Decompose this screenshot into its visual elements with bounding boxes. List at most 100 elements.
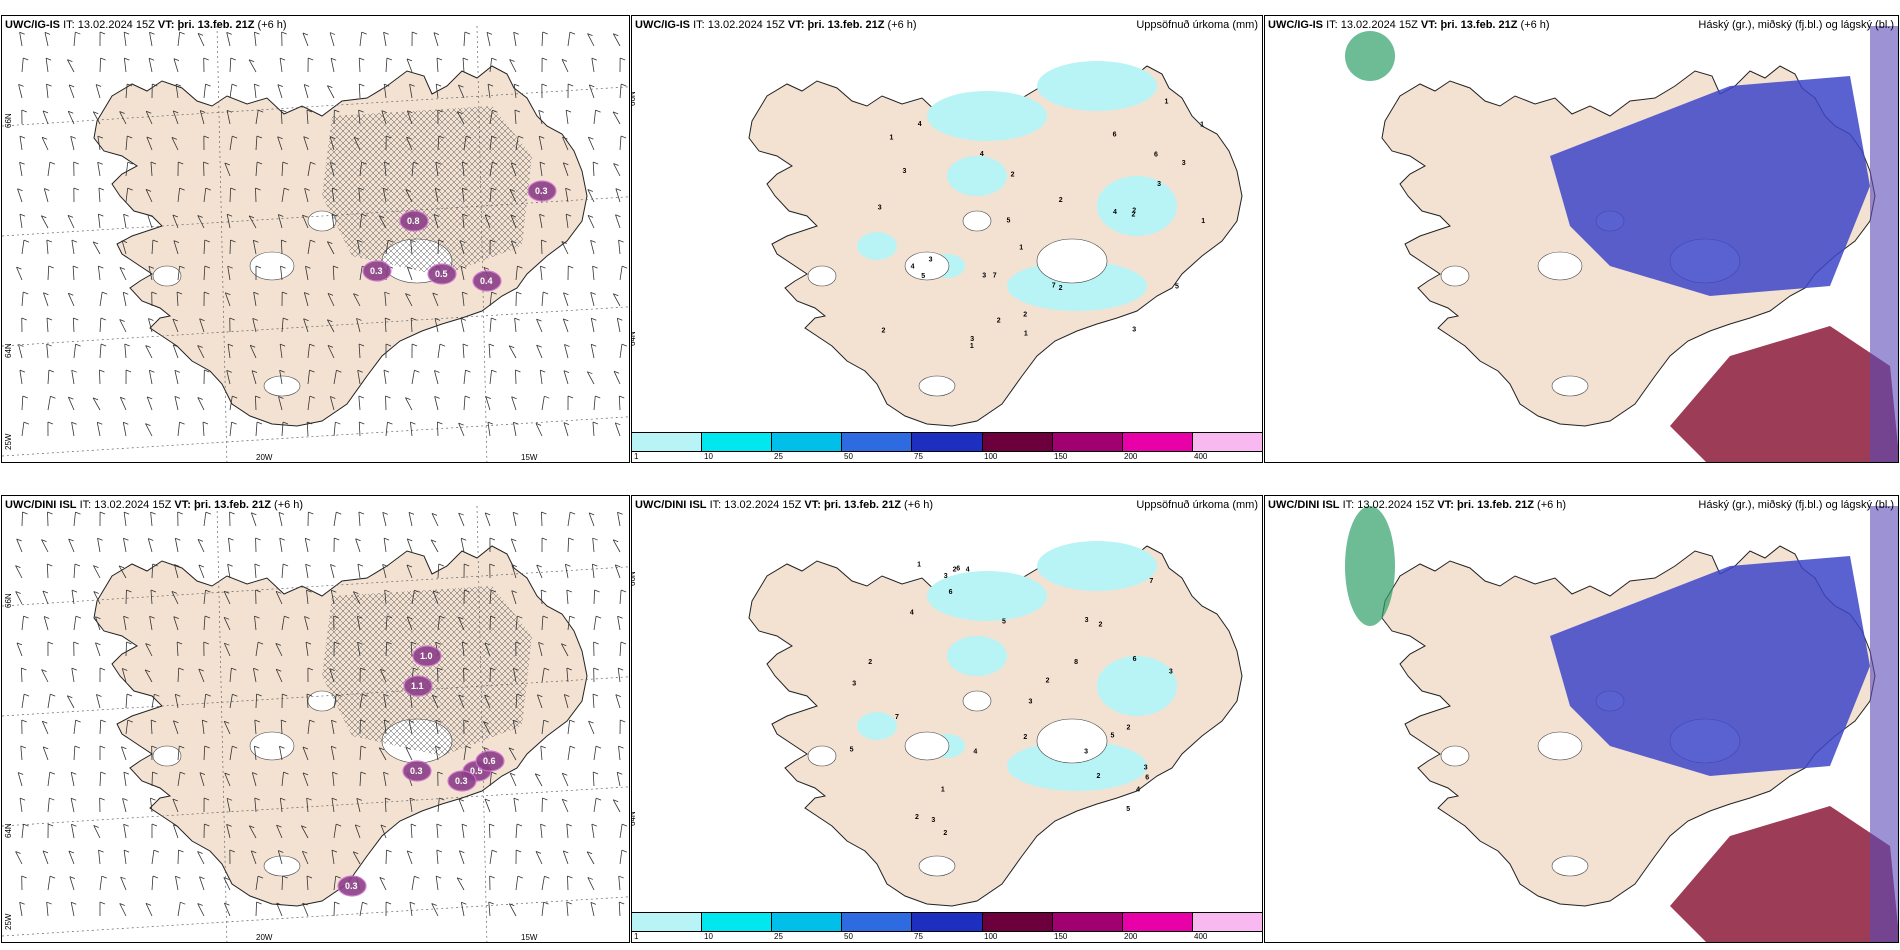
wind-barb [411,876,415,891]
wind-barb [151,240,154,255]
wind-barb-flag [541,589,547,593]
wind-barb-flag [358,109,364,113]
wind-barb-flag [282,291,288,295]
wind-barb [21,422,25,437]
wind-barb [19,214,23,229]
wind-barb-flag [308,57,314,61]
map-cloud-top [1345,26,1898,462]
wind-barb [565,110,569,125]
wind-barb-flag [144,669,151,673]
wind-barb-flag [124,343,130,347]
wind-barb [229,396,233,411]
wind-barb-flag [567,395,574,399]
wind-barb [15,591,23,605]
wind-barb-flag [226,797,233,801]
wind-barb-flag [438,135,444,139]
wind-barb [254,564,257,579]
wind-barb-flag [126,641,132,645]
wind-barb [19,32,23,47]
wind-barb [249,345,257,359]
wind-barb [21,396,24,411]
wind-barb [151,563,154,579]
wind-barb [124,344,127,359]
wind-barb [229,422,233,437]
wind-barb-flag [332,187,338,191]
wind-barb [306,876,309,891]
wind-barb-flag [569,745,576,749]
wind-barb [98,188,101,203]
wind-barb-flag [279,745,285,749]
wind-barb-flag [75,719,81,723]
wind-barb-flag [203,161,209,165]
wind-barb [410,422,413,437]
wind-barb [71,240,75,255]
wind-barb-flag [327,319,333,323]
wind-barb [99,318,102,333]
wind-barb [150,512,153,527]
colorbar [632,912,1262,932]
wind-barb [47,370,50,385]
wind-barb [456,877,465,891]
wind-barb-flag [97,537,103,541]
wind-barb [615,188,621,203]
wind-barb-flag [540,369,546,373]
wind-barb [431,513,439,527]
wind-barb [459,240,465,255]
wind-barb [356,798,361,813]
wind-barb-flag [488,343,495,347]
lon-label-25: 25W [4,433,13,450]
wind-barb-flag [21,719,27,723]
wind-barb-flag [50,395,56,399]
wind-barb-flag [357,641,363,645]
precip-area [1037,541,1157,591]
low-cloud-edge [1870,26,1898,462]
wind-barb [301,851,309,865]
precip-value: 2 [868,659,872,666]
wind-barb-flag [250,344,256,348]
wind-barb-flag [592,537,598,541]
wind-barb [177,667,180,683]
wind-barb-flag [562,136,568,140]
wind-barb-flag [490,667,496,671]
wind-barb-flag [590,901,597,905]
wind-barb-flag [329,668,335,672]
wind-barb [123,616,127,631]
wind-barb-flag [100,771,106,775]
wind-barb-flag [171,137,178,140]
colorbar-tick: 150 [1054,932,1068,941]
wind-barb [224,772,231,787]
wind-barb-flag [43,746,49,750]
wind-barb-flag [147,214,153,218]
wind-barb-flag [18,84,24,87]
wind-barb [303,318,309,333]
wind-barb [331,850,335,865]
wind-barb [588,720,595,735]
glacier [1440,265,1470,287]
wind-barb-flag [512,511,519,515]
wind-barb [224,903,231,917]
wind-barb-flag [414,369,420,373]
wind-barb [280,719,283,735]
wind-barb-flag [460,265,467,269]
wind-barb [515,266,518,281]
wind-barb [617,616,621,631]
precip-area [857,712,897,740]
precip-value: 1 [970,343,974,350]
wind-barb-flag [387,239,394,243]
wind-barb [99,719,102,735]
precip-contour [403,675,433,697]
wind-barb [587,33,595,47]
wind-barb [123,824,127,839]
wind-barb-flag [179,187,185,191]
wind-barb [98,850,101,865]
wind-barb [302,772,309,787]
wind-barb-flag [279,57,286,61]
wind-barb-flag [540,265,546,269]
wind-barb-flag [310,161,316,165]
wind-barb [458,85,465,99]
wind-barb [615,694,621,709]
wind-barb [73,512,76,527]
wind-barb-flag [544,395,550,399]
wind-barb-flag [43,292,49,296]
wind-barb-flag [42,720,48,724]
